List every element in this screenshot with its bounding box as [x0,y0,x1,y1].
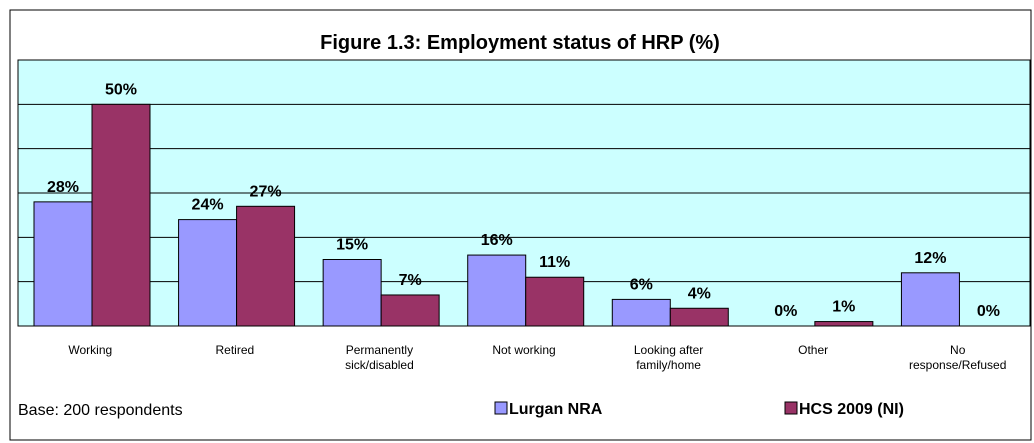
data-label: 0% [977,303,1000,320]
data-label: 24% [192,197,224,214]
bar [669,307,729,327]
bar [900,272,960,327]
data-label: 6% [630,276,653,293]
data-label: 1% [832,299,855,316]
x-tick-label: Working [68,343,113,357]
x-tick-label: Other [798,343,829,357]
note: Base: 200 respondents [18,402,183,419]
x-tick-label: Looking after family/home [633,343,704,372]
data-label: 7% [399,272,422,289]
data-label: 12% [914,250,946,267]
bar [236,205,296,327]
bar [322,259,382,327]
data-label: 0% [774,303,797,320]
legend-label: HCS 2009 (NI) [799,401,904,418]
data-label: 16% [481,232,513,249]
bar [525,276,585,327]
bar [611,298,671,327]
x-tick-label: Retired [215,343,255,357]
chart-title: Figure 1.3: Employment status of HRP (%) [320,32,720,54]
bar [814,321,874,327]
x-tick-label: Not working [492,343,556,357]
data-label: 27% [250,183,282,200]
x-tick-label: No response/Refused [909,343,1007,372]
bar [380,294,440,327]
bar [467,254,527,327]
data-label: 4% [688,285,711,302]
bar [91,103,151,327]
data-label: 15% [336,237,368,254]
bar [33,201,93,327]
x-tick-label: Permanently sick/disabled [345,343,414,372]
legend-swatch [494,401,508,415]
data-label: 11% [539,254,570,271]
data-label: 28% [47,179,79,196]
legend-label: Lurgan NRA [509,401,603,418]
data-label: 50% [105,81,137,98]
bar [178,219,238,327]
legend-swatch [784,401,798,415]
